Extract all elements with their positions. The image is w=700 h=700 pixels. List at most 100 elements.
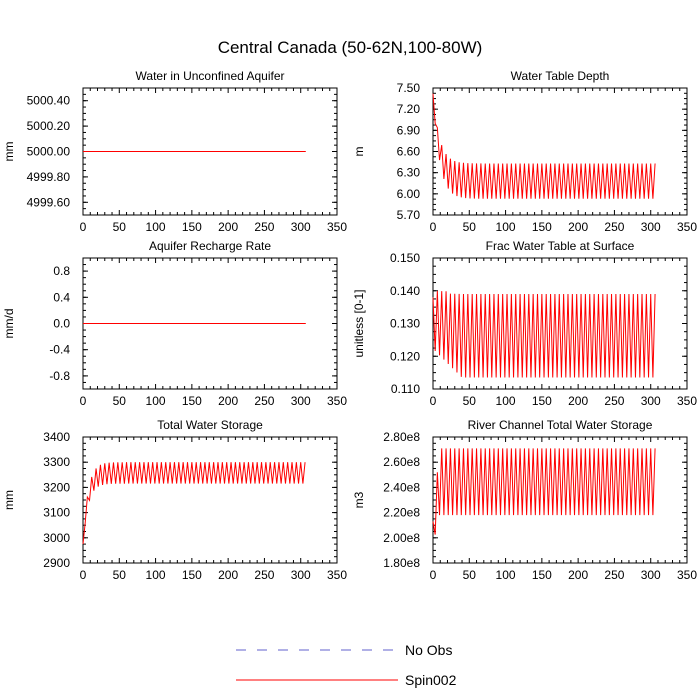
x-tick-label: 250 bbox=[604, 220, 624, 234]
x-tick-label: 200 bbox=[218, 568, 238, 582]
y-tick-label: 5000.20 bbox=[27, 119, 71, 133]
x-tick-label: 250 bbox=[254, 220, 274, 234]
y-tick-label: 3200 bbox=[43, 480, 70, 494]
y-tick-label: 3100 bbox=[43, 506, 70, 520]
x-tick-label: 100 bbox=[146, 220, 166, 234]
y-tick-label: 5.70 bbox=[397, 208, 421, 222]
x-tick-label: 200 bbox=[218, 220, 238, 234]
y-axis-label: mm/d bbox=[2, 309, 16, 339]
y-axis-label: mm bbox=[2, 142, 16, 162]
series-line-spin002 bbox=[432, 448, 656, 535]
x-tick-label: 200 bbox=[568, 394, 588, 408]
chart-title: Water in Unconfined Aquifer bbox=[136, 69, 285, 83]
y-axis-label: m3 bbox=[352, 491, 366, 508]
y-tick-label: 7.20 bbox=[397, 102, 421, 116]
x-tick-label: 0 bbox=[80, 568, 87, 582]
series-line-spin002 bbox=[432, 290, 656, 378]
y-tick-label: 2.60e8 bbox=[383, 455, 420, 469]
y-axis-label: unitless [0-1] bbox=[352, 289, 366, 357]
y-tick-label: 2900 bbox=[43, 556, 70, 570]
x-tick-label: 200 bbox=[218, 394, 238, 408]
chart-title: Aquifer Recharge Rate bbox=[149, 239, 271, 253]
y-tick-label: 7.50 bbox=[397, 81, 421, 95]
chart-title: Water Table Depth bbox=[511, 69, 610, 83]
y-tick-label: 4999.80 bbox=[27, 170, 71, 184]
y-tick-label: 6.00 bbox=[397, 187, 421, 201]
y-tick-label: 1.80e8 bbox=[383, 556, 420, 570]
y-tick-label: 2.40e8 bbox=[383, 480, 420, 494]
x-tick-label: 0 bbox=[430, 568, 437, 582]
y-tick-label: 2.80e8 bbox=[383, 430, 420, 444]
chart-panel-4: Frac Water Table at Surface unitless [0-1… bbox=[352, 239, 697, 408]
x-tick-label: 300 bbox=[291, 220, 311, 234]
x-tick-label: 300 bbox=[291, 394, 311, 408]
x-tick-label: 150 bbox=[532, 568, 552, 582]
x-tick-label: 150 bbox=[182, 220, 202, 234]
legend-label-spin002: Spin002 bbox=[405, 672, 457, 688]
chart-panel-2: Water Table Depth m 0 50 100 150 200 250 300 350 5… bbox=[352, 69, 697, 234]
y-tick-label: 0.4 bbox=[53, 290, 70, 304]
x-tick-label: 50 bbox=[463, 394, 477, 408]
y-tick-label: 5000.00 bbox=[27, 145, 71, 159]
y-tick-label: 5000.40 bbox=[27, 94, 71, 108]
chart-panel-3: Aquifer Recharge Rate mm/d 0 50 100 150 200 250… bbox=[2, 239, 347, 408]
x-tick-label: 350 bbox=[677, 394, 697, 408]
legend: No Obs Spin002 bbox=[236, 642, 457, 688]
y-tick-label: 6.30 bbox=[397, 166, 421, 180]
x-tick-label: 100 bbox=[496, 394, 516, 408]
x-tick-label: 150 bbox=[532, 220, 552, 234]
y-tick-label: 2.20e8 bbox=[383, 506, 420, 520]
y-tick-label: 0.130 bbox=[390, 317, 420, 331]
x-tick-label: 300 bbox=[641, 568, 661, 582]
y-tick-label: 4999.60 bbox=[27, 195, 71, 209]
chart-panel-6: River Channel Total Water Storage m3 0 50 10… bbox=[352, 418, 697, 582]
chart-title: Frac Water Table at Surface bbox=[486, 239, 635, 253]
series-line-spin002 bbox=[82, 462, 306, 545]
y-tick-label: 0.150 bbox=[390, 251, 420, 265]
x-tick-label: 150 bbox=[182, 394, 202, 408]
x-tick-label: 300 bbox=[641, 220, 661, 234]
x-tick-label: 200 bbox=[568, 568, 588, 582]
x-tick-label: 50 bbox=[113, 394, 127, 408]
x-tick-label: 350 bbox=[327, 394, 347, 408]
figure-title: Central Canada (50-62N,100-80W) bbox=[218, 38, 483, 57]
y-tick-label: 0.110 bbox=[391, 382, 420, 396]
y-axis-label: mm bbox=[2, 490, 16, 510]
y-axis-label: m bbox=[352, 147, 366, 157]
y-tick-label: 2.00e8 bbox=[383, 531, 420, 545]
y-tick-label: 3400 bbox=[43, 430, 70, 444]
y-tick-label: 6.60 bbox=[397, 145, 421, 159]
x-tick-label: 250 bbox=[604, 394, 624, 408]
x-tick-label: 50 bbox=[113, 568, 127, 582]
y-tick-label: 3000 bbox=[43, 531, 70, 545]
x-tick-label: 100 bbox=[146, 394, 166, 408]
x-tick-label: 250 bbox=[254, 568, 274, 582]
x-tick-label: 350 bbox=[327, 568, 347, 582]
x-tick-label: 0 bbox=[80, 220, 87, 234]
y-tick-label: 0.8 bbox=[53, 264, 70, 278]
x-tick-label: 250 bbox=[254, 394, 274, 408]
chart-panel-1: Water in Unconfined Aquifer mm 0 50 100 150 20… bbox=[2, 69, 347, 234]
chart-title: River Channel Total Water Storage bbox=[468, 418, 653, 432]
series-line-spin002 bbox=[432, 93, 656, 199]
x-tick-label: 350 bbox=[677, 568, 697, 582]
x-tick-label: 50 bbox=[463, 220, 477, 234]
y-tick-label: 0.120 bbox=[390, 349, 420, 363]
chart-title: Total Water Storage bbox=[157, 418, 263, 432]
y-tick-label: 6.90 bbox=[397, 123, 421, 137]
x-tick-label: 200 bbox=[568, 220, 588, 234]
x-tick-label: 300 bbox=[291, 568, 311, 582]
x-tick-label: 50 bbox=[463, 568, 477, 582]
plot-frame bbox=[82, 436, 338, 564]
y-tick-label: 3300 bbox=[43, 455, 70, 469]
x-tick-label: 150 bbox=[532, 394, 552, 408]
x-tick-label: 100 bbox=[496, 568, 516, 582]
chart-panel-5: Total Water Storage mm 0 50 100 150 200 250 300 3… bbox=[2, 418, 347, 582]
y-tick-label: -0.8 bbox=[49, 369, 70, 383]
x-tick-label: 150 bbox=[182, 568, 202, 582]
x-tick-label: 0 bbox=[430, 220, 437, 234]
x-tick-label: 250 bbox=[604, 568, 624, 582]
x-tick-label: 350 bbox=[327, 220, 347, 234]
x-tick-label: 0 bbox=[80, 394, 87, 408]
